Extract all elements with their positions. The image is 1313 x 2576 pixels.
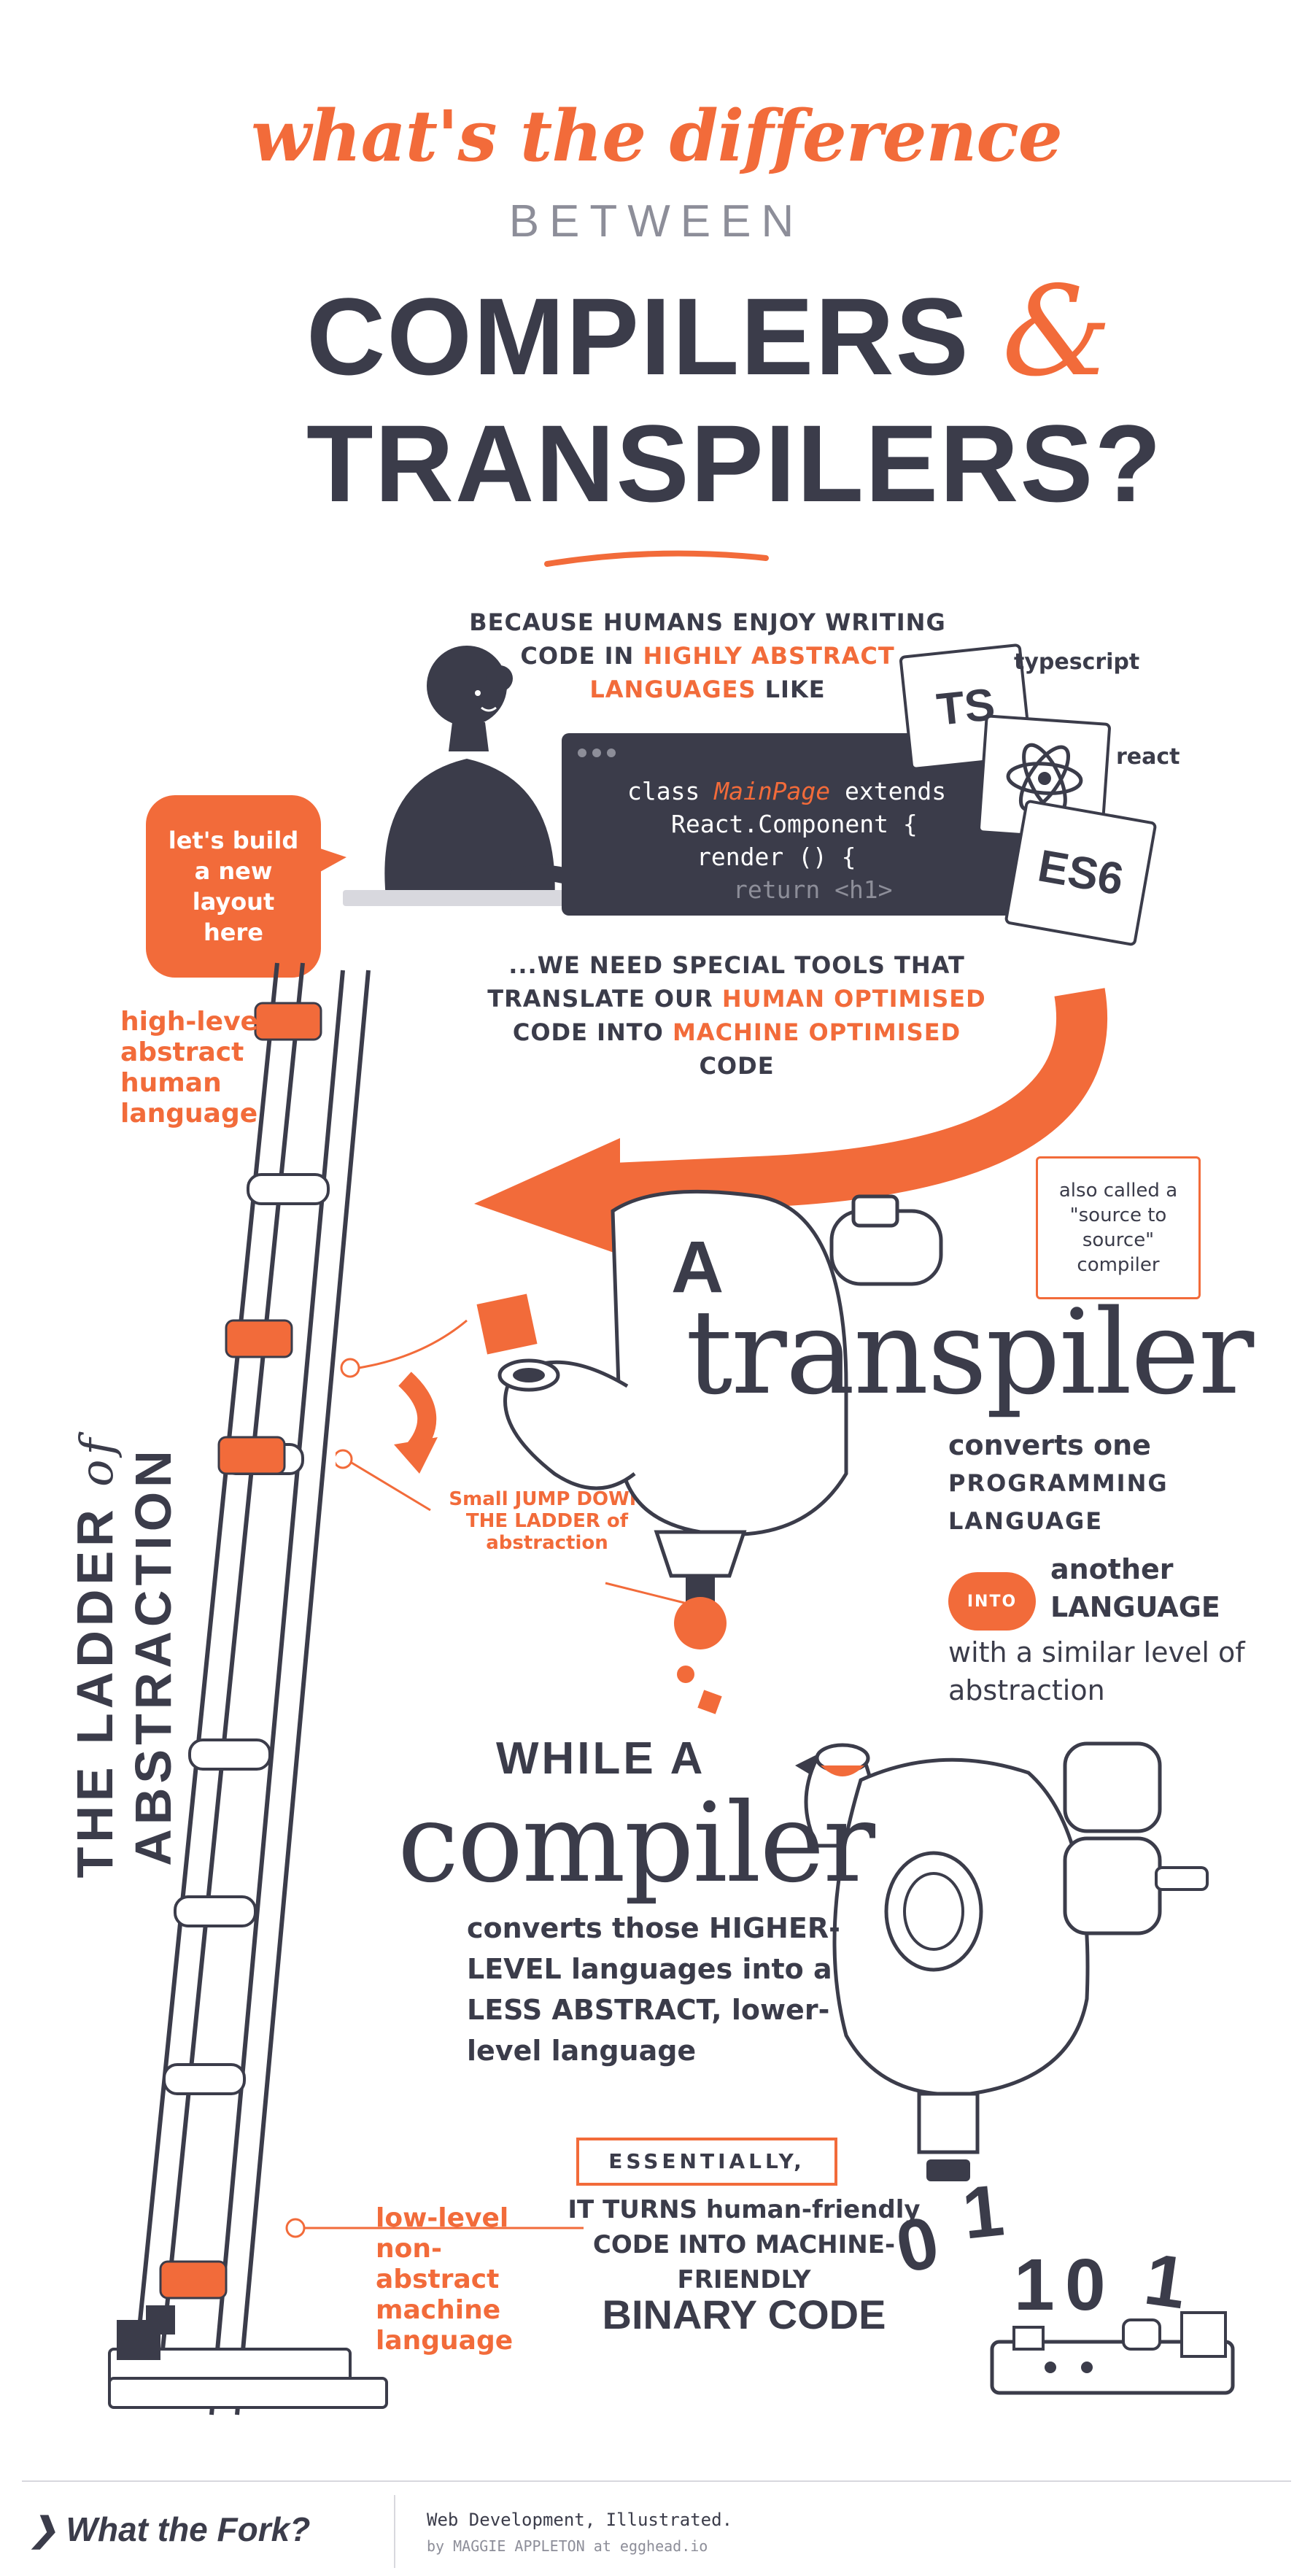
intro-part2: LIKE xyxy=(756,676,826,703)
footer-divider xyxy=(22,2480,1291,2482)
brand-logo: ❯ What the Fork? xyxy=(29,2510,310,2549)
react-label: react xyxy=(1116,744,1180,770)
transpiler-desc-3: another LANGUAGE xyxy=(1050,1553,1220,1623)
headline-transpilers: TRANSPILERS? xyxy=(306,402,1163,525)
into-badge: INTO xyxy=(948,1572,1036,1631)
need-part1: ...WE NEED SPECIAL TOOLS THAT TRANSLATE … xyxy=(487,951,965,1013)
compiler-heading: compiler xyxy=(398,1780,875,1907)
transpiler-robot-illustration xyxy=(476,1189,943,1714)
speech-bubble-tail xyxy=(314,846,346,875)
brand-name: What the Fork? xyxy=(66,2510,311,2548)
typescript-label: typescript xyxy=(1014,649,1140,675)
low-level-connector xyxy=(285,2218,584,2238)
intro-highlight: HIGHLY ABSTRACT LANGUAGES xyxy=(589,642,895,703)
source-to-source-text: also called a "source to source" compile… xyxy=(1058,1180,1178,1276)
speech-bubble: let's build a new layout here xyxy=(146,795,321,978)
binary-digit-4: 0 xyxy=(1065,2244,1106,2326)
compiler-robot-illustration xyxy=(795,1741,1209,2181)
ampersand: & xyxy=(1002,260,1114,404)
need-part3: CODE xyxy=(699,1052,775,1080)
code-classname: MainPage xyxy=(714,777,831,805)
transpiler-heading: transpiler xyxy=(686,1284,1254,1420)
code-line-1: class MainPage extends xyxy=(627,777,946,805)
code-keyword-extends: extends xyxy=(830,777,947,805)
source-to-source-note: also called a "source to source" compile… xyxy=(1036,1156,1201,1299)
es6-card: ES6 xyxy=(1004,799,1158,947)
footer-separator xyxy=(394,2495,395,2568)
essentially-body: IT TURNS human-friendly CODE INTO MACHIN… xyxy=(568,2195,921,2294)
headline-whats-the-difference: what's the difference xyxy=(251,95,1063,177)
intro-part1: BECAUSE HUMANS ENJOY WRITING CODE IN xyxy=(469,608,946,670)
transpiler-article: A xyxy=(671,1226,724,1308)
ladder-illustration xyxy=(108,962,388,2416)
ladder-of-abstraction-title: THE LADDER of ABSTRACTION xyxy=(66,1255,182,2057)
footer-tagline: Web Development, Illustrated. xyxy=(427,2510,733,2530)
transpiler-desc-1: converts one xyxy=(948,1429,1151,1461)
title-underline xyxy=(544,550,769,567)
binary-digit-2: 1 xyxy=(958,2169,1008,2255)
code-keyword-class: class xyxy=(627,777,715,805)
binary-code-label: BINARY CODE xyxy=(602,2291,886,2337)
while-a-label: WHILE A xyxy=(496,1733,706,1784)
headline-compilers: COMPILERS & xyxy=(306,270,1114,394)
compilers-word: COMPILERS xyxy=(306,275,970,398)
window-controls xyxy=(578,746,621,760)
translate-tools-text: ...WE NEED SPECIAL TOOLS THAT TRANSLATE … xyxy=(481,948,992,1083)
transpiler-description: converts one PROGRAMMING LANGUAGE anothe… xyxy=(948,1426,1284,1709)
compiler-description: converts those HIGHER-LEVEL languages in… xyxy=(467,1912,840,2067)
need-part2: CODE INTO xyxy=(512,1018,673,1046)
need-highlight-human: HUMAN OPTIMISED xyxy=(721,985,986,1013)
essentially-banner: ESSENTIALLY, xyxy=(576,2138,837,2186)
headline-between: BETWEEN xyxy=(508,196,805,247)
small-jump-note: Small JUMP DOWN THE LADDER of abstractio… xyxy=(449,1488,646,1554)
chevron-right-icon: ❯ xyxy=(29,2510,58,2548)
transpiler-desc-2: PROGRAMMING LANGUAGE xyxy=(948,1469,1169,1535)
code-line-2: React.Component { xyxy=(671,810,918,838)
essentially-text: IT TURNS human-friendly CODE INTO MACHIN… xyxy=(562,2192,926,2337)
ladder-title-part2: ABSTRACTION xyxy=(125,1446,182,1866)
transpiler-desc-4: with a similar level of abstraction xyxy=(948,1636,1245,1706)
binary-machine-illustration xyxy=(990,2311,1235,2395)
ladder-title-of: of xyxy=(70,1434,123,1487)
footer-byline: by MAGGIE APPLETON at egghead.io xyxy=(427,2537,708,2555)
code-line-3: render () { xyxy=(697,843,856,871)
speech-bubble-text: let's build a new layout here xyxy=(168,827,299,946)
ladder-title-part1: THE LADDER xyxy=(66,1486,123,1879)
intro-text: BECAUSE HUMANS ENJOY WRITING CODE IN HIG… xyxy=(452,606,963,706)
connector-lines xyxy=(336,1319,694,1606)
binary-digit-3: 1 xyxy=(1014,2244,1055,2326)
need-highlight-machine: MACHINE OPTIMISED xyxy=(672,1018,961,1046)
high-level-label: high-level abstract human language xyxy=(120,1007,268,1129)
person-at-desk-illustration xyxy=(343,646,591,906)
code-line-4: return <h1> xyxy=(733,875,893,904)
curved-arrow-icon xyxy=(474,988,1108,1255)
